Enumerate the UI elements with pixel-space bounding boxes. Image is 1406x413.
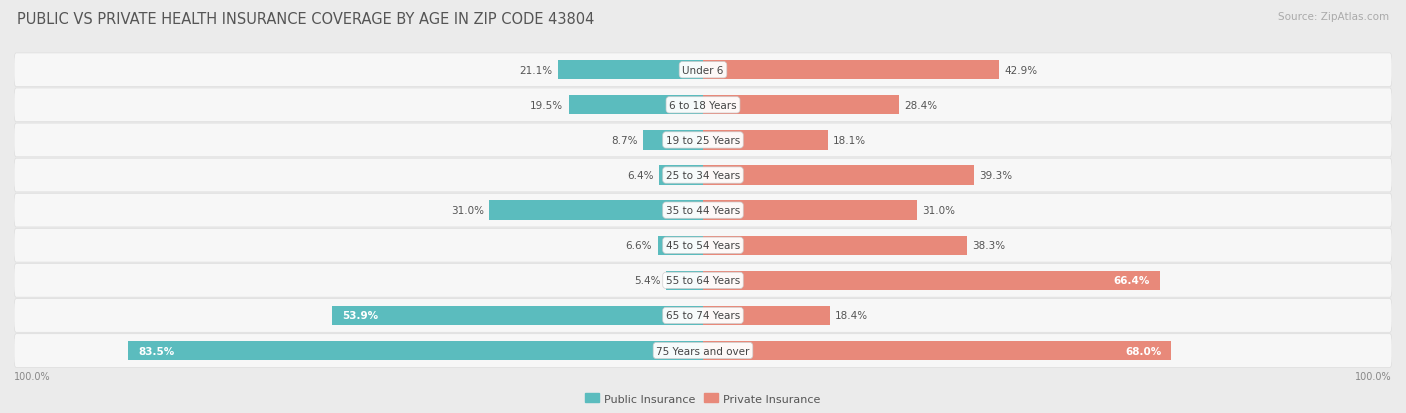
Bar: [703, 271, 1160, 290]
Text: 6 to 18 Years: 6 to 18 Years: [669, 101, 737, 111]
Text: 100.0%: 100.0%: [1355, 371, 1392, 381]
Bar: [703, 61, 998, 80]
Text: 53.9%: 53.9%: [342, 311, 378, 320]
Bar: [703, 236, 967, 255]
Bar: [666, 271, 703, 290]
Text: 83.5%: 83.5%: [138, 346, 174, 356]
Text: 25 to 34 Years: 25 to 34 Years: [666, 171, 740, 180]
Text: 18.4%: 18.4%: [835, 311, 869, 320]
Text: 42.9%: 42.9%: [1004, 66, 1038, 76]
Text: 31.0%: 31.0%: [451, 206, 484, 216]
Text: 100.0%: 100.0%: [14, 371, 51, 381]
Text: 19.5%: 19.5%: [530, 101, 564, 111]
Bar: [703, 131, 828, 150]
Text: 66.4%: 66.4%: [1114, 275, 1150, 286]
Legend: Public Insurance, Private Insurance: Public Insurance, Private Insurance: [581, 389, 825, 408]
Text: 68.0%: 68.0%: [1125, 346, 1161, 356]
Bar: [703, 306, 830, 325]
Text: Under 6: Under 6: [682, 66, 724, 76]
Text: 55 to 64 Years: 55 to 64 Years: [666, 275, 740, 286]
Bar: [703, 166, 974, 185]
FancyBboxPatch shape: [14, 54, 1392, 88]
Text: 8.7%: 8.7%: [612, 135, 637, 146]
Bar: [703, 96, 898, 115]
Text: 39.3%: 39.3%: [979, 171, 1012, 180]
FancyBboxPatch shape: [14, 229, 1392, 262]
Bar: [568, 96, 703, 115]
Text: 6.4%: 6.4%: [627, 171, 654, 180]
Bar: [128, 341, 703, 360]
FancyBboxPatch shape: [14, 124, 1392, 157]
Text: 45 to 54 Years: 45 to 54 Years: [666, 241, 740, 251]
Bar: [658, 236, 703, 255]
Text: 31.0%: 31.0%: [922, 206, 955, 216]
FancyBboxPatch shape: [14, 194, 1392, 228]
Bar: [703, 341, 1171, 360]
Text: 18.1%: 18.1%: [834, 135, 866, 146]
Text: 6.6%: 6.6%: [626, 241, 652, 251]
Text: 38.3%: 38.3%: [973, 241, 1005, 251]
Bar: [558, 61, 703, 80]
Bar: [332, 306, 703, 325]
FancyBboxPatch shape: [14, 334, 1392, 368]
Text: 5.4%: 5.4%: [634, 275, 661, 286]
Bar: [643, 131, 703, 150]
Text: PUBLIC VS PRIVATE HEALTH INSURANCE COVERAGE BY AGE IN ZIP CODE 43804: PUBLIC VS PRIVATE HEALTH INSURANCE COVER…: [17, 12, 595, 27]
Bar: [489, 201, 703, 220]
Text: 35 to 44 Years: 35 to 44 Years: [666, 206, 740, 216]
Text: Source: ZipAtlas.com: Source: ZipAtlas.com: [1278, 12, 1389, 22]
Bar: [703, 201, 917, 220]
Text: 28.4%: 28.4%: [904, 101, 938, 111]
Text: 65 to 74 Years: 65 to 74 Years: [666, 311, 740, 320]
FancyBboxPatch shape: [14, 89, 1392, 122]
FancyBboxPatch shape: [14, 264, 1392, 297]
Text: 21.1%: 21.1%: [519, 66, 553, 76]
FancyBboxPatch shape: [14, 299, 1392, 332]
Text: 75 Years and over: 75 Years and over: [657, 346, 749, 356]
Bar: [659, 166, 703, 185]
FancyBboxPatch shape: [14, 159, 1392, 192]
Text: 19 to 25 Years: 19 to 25 Years: [666, 135, 740, 146]
